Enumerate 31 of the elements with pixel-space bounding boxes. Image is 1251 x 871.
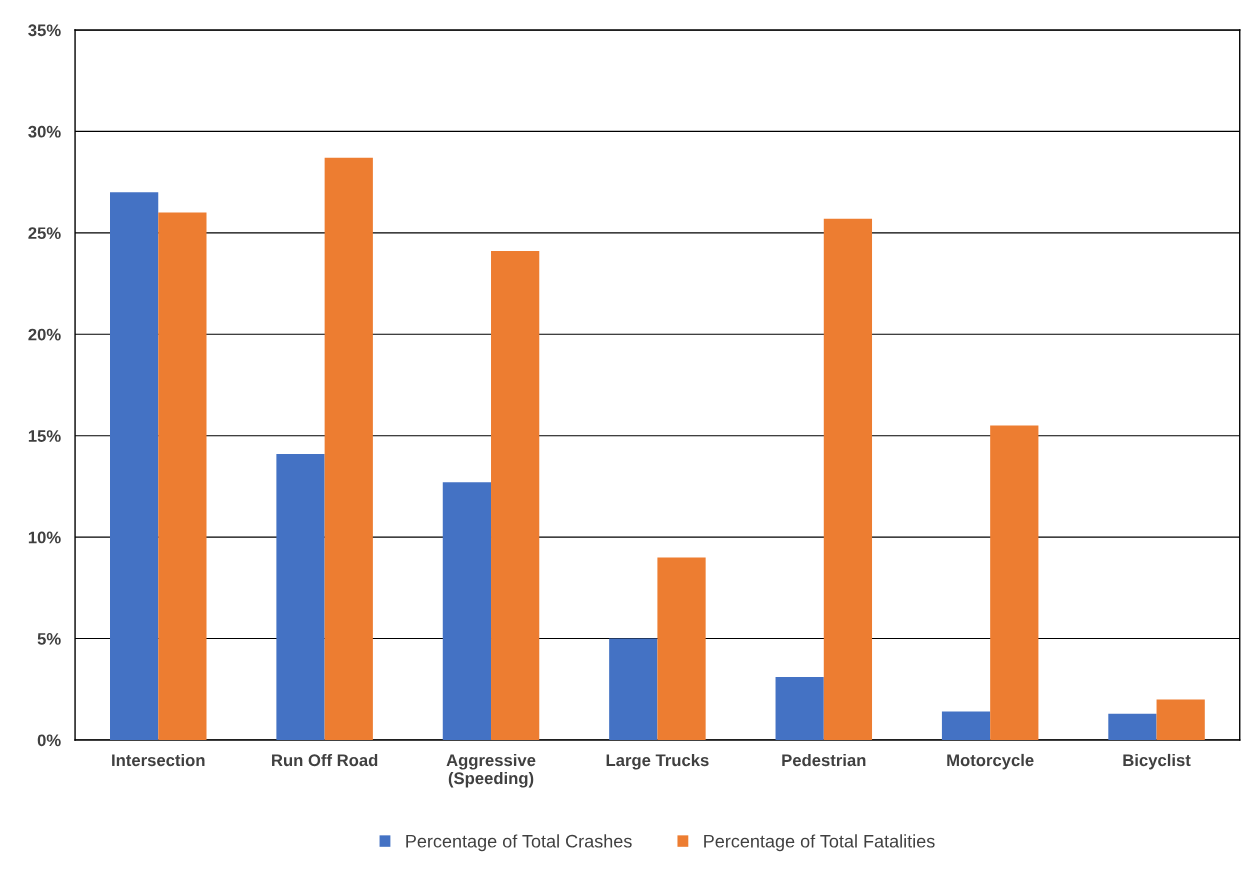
bar	[1108, 713, 1157, 740]
y-tick-label: 25%	[28, 227, 61, 240]
bar	[442, 482, 492, 740]
bar	[110, 192, 159, 740]
legend-label: Percentage of Total Fatalities	[704, 834, 935, 852]
bar	[941, 711, 991, 740]
x-tick-label: Motorcycle	[947, 753, 1034, 770]
bar	[491, 251, 540, 740]
x-tick-label: Pedestrian	[782, 753, 866, 767]
bar	[657, 557, 706, 740]
y-tick-label: 15%	[28, 430, 61, 442]
bar	[609, 638, 658, 740]
bar	[775, 677, 824, 740]
legend-label: Percentage of Total Crashes	[406, 834, 632, 852]
x-tick-label: Bicyclist	[1123, 753, 1191, 770]
bar	[276, 453, 325, 740]
bar	[990, 425, 1039, 740]
y-tick-label: 0%	[37, 734, 61, 747]
bar	[158, 212, 207, 740]
x-tick-label: Large Trucks	[606, 753, 709, 770]
bar	[324, 157, 373, 740]
y-tick-label: 5%	[37, 633, 61, 645]
y-tick-label: 35%	[28, 24, 61, 37]
y-tick-label: 10%	[28, 531, 61, 544]
y-tick-label: 20%	[28, 328, 61, 341]
x-tick-label: Intersection	[112, 753, 205, 767]
bar	[823, 218, 873, 740]
bar	[1156, 699, 1205, 740]
x-tick-label: Aggressive (Speeding)	[446, 753, 536, 788]
y-tick-label: 30%	[28, 125, 61, 138]
x-tick-label: Run Off Road	[272, 753, 378, 767]
